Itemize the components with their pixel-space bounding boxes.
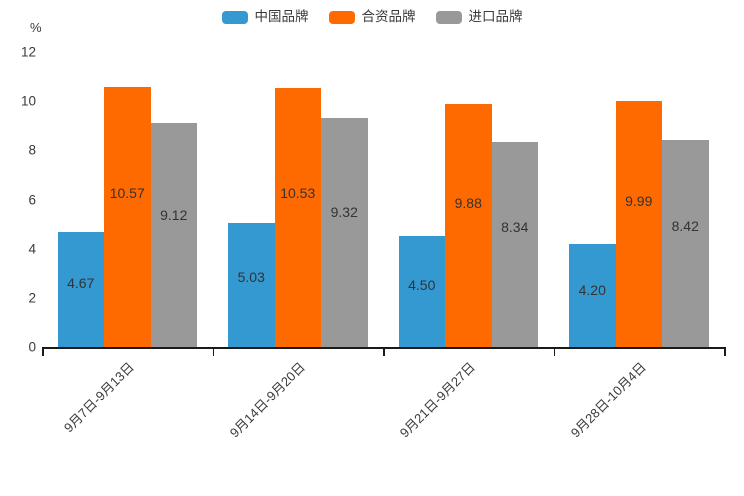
y-axis-tick-label: 2 [28, 290, 36, 306]
legend-label: 合资品牌 [361, 9, 416, 25]
bar-value-label: 10.57 [109, 185, 145, 202]
legend-label: 中国品牌 [254, 9, 309, 25]
bar[interactable]: 5.03 [228, 223, 275, 347]
bar-value-label: 8.42 [671, 218, 699, 235]
bar-value-label: 4.50 [408, 277, 436, 294]
legend-swatch-icon [221, 10, 248, 24]
legend-swatch-icon [435, 10, 462, 24]
bar[interactable]: 9.12 [150, 122, 197, 347]
x-axis-category-label: 9月14日-9月20日 [226, 359, 308, 441]
x-axis-tick [553, 347, 555, 356]
x-axis-tick [383, 347, 385, 356]
bar[interactable]: 9.32 [321, 117, 368, 347]
bar[interactable]: 9.88 [445, 104, 492, 347]
y-axis-tick-label: 0 [28, 339, 36, 355]
bar[interactable]: 8.34 [491, 141, 538, 347]
bar-value-label: 9.99 [625, 193, 653, 210]
x-axis-category-label: 9月28日-10月4日 [567, 359, 649, 441]
legend-item-3[interactable]: 进口品牌 [435, 9, 523, 25]
y-axis-tick-labels: 0 2 4 6 8 10 12 [0, 0, 36, 496]
bar-value-label: 9.88 [454, 195, 482, 212]
y-axis-tick-label: 4 [28, 240, 36, 256]
x-axis-tick [42, 347, 44, 356]
x-axis-tick [724, 347, 726, 356]
chart-legend: 中国品牌 合资品牌 进口品牌 [0, 6, 744, 28]
x-axis-tick [212, 347, 214, 356]
legend-swatch-icon [328, 10, 355, 24]
legend-label: 进口品牌 [468, 9, 523, 25]
bar[interactable]: 9.99 [615, 101, 662, 347]
x-axis-category-label: 9月21日-9月27日 [397, 359, 479, 441]
bar[interactable]: 4.20 [569, 243, 616, 347]
y-axis-tick-label: 8 [28, 142, 36, 158]
bar-value-label: 4.67 [67, 275, 95, 292]
legend-item-1[interactable]: 中国品牌 [221, 9, 309, 25]
bar[interactable]: 10.57 [104, 87, 151, 347]
bar-value-label: 8.34 [501, 218, 529, 235]
bar[interactable]: 10.53 [274, 88, 321, 347]
y-axis-tick-label: 6 [28, 191, 36, 207]
y-axis-tick-label: 10 [20, 93, 36, 109]
y-axis-tick-label: 12 [20, 44, 36, 60]
bar-value-label: 9.32 [330, 203, 358, 220]
y-axis-unit-label: % [30, 20, 42, 35]
bar-value-label: 9.12 [160, 206, 188, 223]
bar-value-label: 5.03 [237, 269, 265, 286]
bar-value-label: 10.53 [280, 185, 316, 202]
bar[interactable]: 8.42 [662, 140, 709, 347]
bar[interactable]: 4.50 [398, 236, 445, 347]
legend-item-2[interactable]: 合资品牌 [328, 9, 416, 25]
bar-value-label: 4.20 [578, 281, 606, 298]
bar[interactable]: 4.67 [57, 232, 104, 347]
